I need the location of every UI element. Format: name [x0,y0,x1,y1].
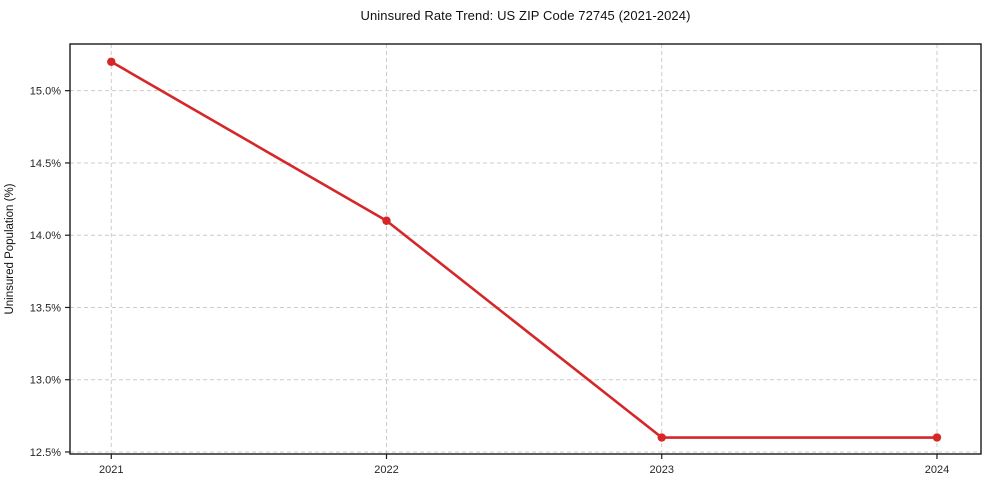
chart-title: Uninsured Rate Trend: US ZIP Code 72745 … [360,8,691,23]
data-point-marker [657,433,666,442]
y-tick-label: 13.0% [30,375,61,387]
data-point-marker [382,216,391,225]
y-tick-label: 12.5% [30,447,61,459]
y-tick-label: 15.0% [30,86,61,98]
x-tick-label: 2021 [99,464,123,476]
x-tick-label: 2024 [925,464,949,476]
data-point-marker [107,57,116,66]
trend-line [109,60,939,439]
y-tick-label: 13.5% [30,302,61,314]
x-tick-label: 2022 [374,464,398,476]
data-point-marker [932,433,942,442]
y-tick-label: 14.0% [30,230,61,242]
y-tick-label: 14.5% [30,158,61,170]
plot-border [69,43,982,455]
x-tick-label: 2023 [649,464,673,476]
